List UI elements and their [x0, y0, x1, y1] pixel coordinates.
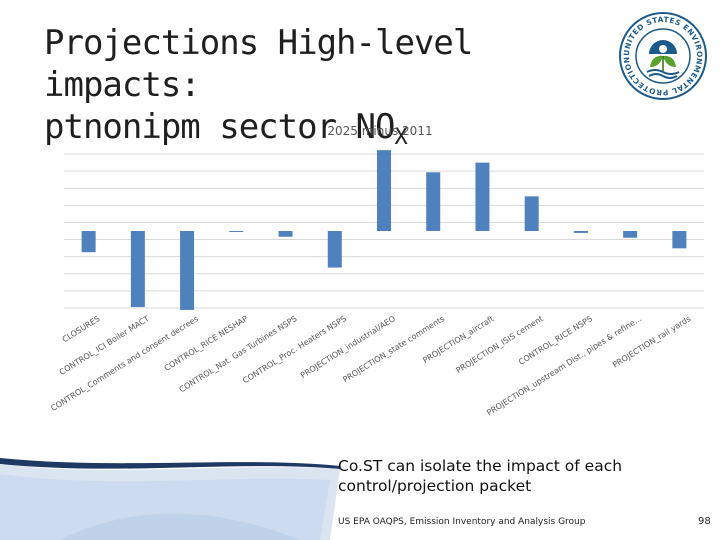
- bar: [377, 150, 391, 231]
- bar: [81, 231, 96, 253]
- page-number: 98: [698, 516, 711, 527]
- x-tick-label: CONTROL_ICI Boiler MACT: [58, 314, 151, 377]
- bar: [475, 162, 490, 231]
- bar: [229, 231, 244, 232]
- x-tick-label: CONTROL_RICE NESHAP: [163, 314, 250, 373]
- x-tick-label: CLOSURES: [61, 314, 102, 344]
- decorative-swoosh: [0, 458, 340, 540]
- x-tick-label: PROJECTION_state comments: [341, 314, 446, 384]
- slide-footer: US EPA OAQPS, Emission Inventory and Ana…: [338, 517, 586, 527]
- bar: [573, 231, 588, 233]
- bar: [130, 231, 145, 308]
- x-tick-label: PROJECTION_rail yards: [611, 314, 692, 370]
- epa-logo: UNITED STATES ENVIRONMENTAL PROTECTION A…: [619, 12, 707, 100]
- x-tick-label: PROJECTION_industrial/AEO: [299, 314, 397, 380]
- chart-bars: [81, 150, 687, 310]
- chart-title: 2025 minus 2011: [327, 124, 432, 138]
- slide-title: Projections High-level impacts: ptnonipm …: [44, 22, 604, 159]
- title-line-2: ptnonipm sector NO: [44, 107, 395, 147]
- slide-caption: Co.ST can isolate the impact of each con…: [338, 457, 623, 495]
- bar: [278, 231, 293, 237]
- bar: [524, 196, 539, 231]
- title-subscript: X: [394, 125, 407, 150]
- bar: [623, 231, 638, 238]
- x-tick-label: CONTROL_Proc. Heaters NSPS: [241, 314, 348, 385]
- bar: [672, 231, 687, 249]
- bar: [426, 172, 441, 231]
- bar: [327, 231, 342, 268]
- x-tick-label: PROJECTION_ISIS cement: [454, 314, 544, 375]
- title-line-1: Projections High-level impacts:: [44, 23, 473, 105]
- bar: [180, 231, 195, 310]
